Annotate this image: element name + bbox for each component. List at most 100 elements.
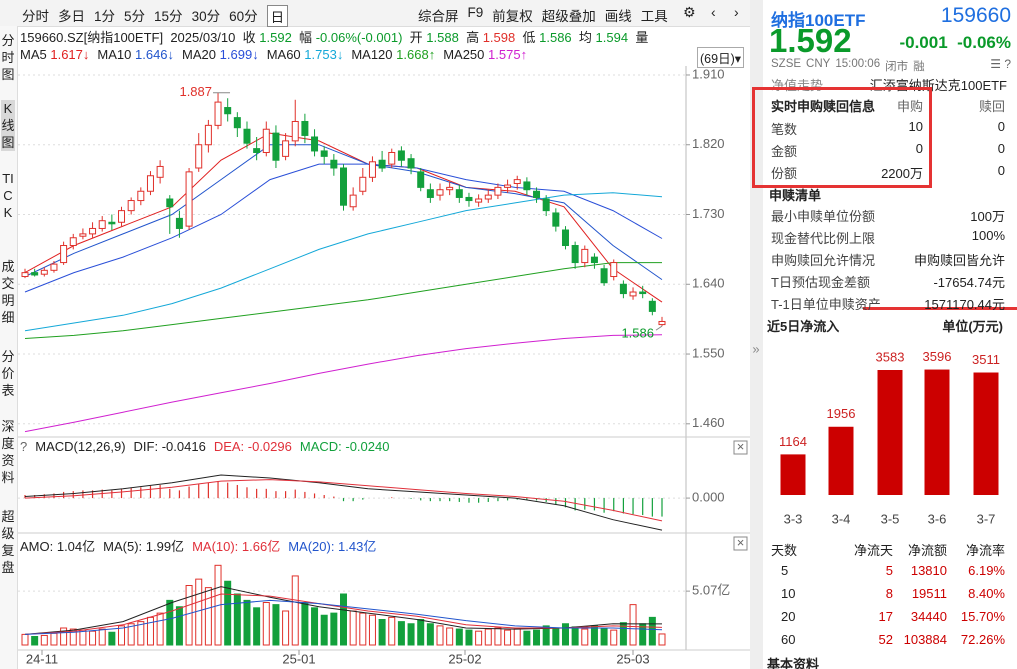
period-button[interactable]: 5分 <box>124 9 146 24</box>
row-label: 申购赎回允许情况 <box>771 253 876 268</box>
value: 1.598 <box>482 30 516 45</box>
side-tab[interactable]: TICK <box>2 171 14 220</box>
y-tick-label: 1.550 <box>692 345 725 360</box>
volume-bar <box>610 629 618 646</box>
volume-bar <box>388 616 396 646</box>
period: (69日) <box>700 52 735 66</box>
period-selector[interactable]: (69日)▾ <box>697 47 745 68</box>
candle-body <box>417 171 425 188</box>
volume-bar <box>127 623 135 646</box>
close-button[interactable] <box>733 440 748 455</box>
volume-bar <box>185 585 193 646</box>
status-item: 15:00:06 <box>835 58 881 70</box>
tool-button[interactable]: 前复权 <box>492 9 533 24</box>
row-label: 最小申赎单位份额 <box>771 209 876 224</box>
volume-bar <box>31 636 39 646</box>
ma-item: MA20 1.699↓ <box>182 47 259 62</box>
volume-bar <box>359 612 367 646</box>
volume-label: MA(10): 1.66亿 <box>192 539 281 554</box>
period-button[interactable]: 1分 <box>94 9 116 24</box>
inflow-bar <box>828 426 854 495</box>
cell: 1571170.44元 <box>924 297 1005 312</box>
value: 1.592 <box>259 30 292 45</box>
tool-button[interactable]: 工具 <box>640 9 668 24</box>
bar-value-label: 1164 <box>779 434 807 449</box>
cell: 19511 <box>911 586 947 601</box>
ma-legend: MA5 1.617↓ MA10 1.646↓ MA20 1.699↓ MA60 1.7… <box>20 47 527 62</box>
side-tab[interactable]: 超级复盘 <box>1 509 15 575</box>
side-tab[interactable]: 分时图 <box>1 33 15 82</box>
volume-bar <box>504 629 512 646</box>
cell: 72.26% <box>960 632 1005 647</box>
candle-body <box>214 101 222 126</box>
change-pct: -0.06% <box>957 33 1011 52</box>
collapse-icon[interactable]: » <box>752 341 759 356</box>
volume-bar <box>561 623 569 646</box>
macd-line <box>24 474 663 531</box>
prev-icon[interactable]: ‹ <box>711 4 716 20</box>
y-tick-label: 1.820 <box>692 136 725 151</box>
side-tabs: 分时图 K线图 TICK 成交明细分价表深度资料超级复盘 <box>0 26 18 669</box>
cell: 8 <box>885 586 893 601</box>
cell: 0 <box>997 163 1005 178</box>
next-icon[interactable]: › <box>734 4 739 20</box>
macd-header: ? MACD(12,26,9) DIF: -0.0416 DEA: -0.0296 MA… <box>20 439 389 454</box>
ma-value: 1.699 <box>219 47 253 62</box>
candle-body <box>69 237 77 247</box>
ma-item: MA60 1.753↓ <box>267 47 344 62</box>
cell: 0 <box>915 141 923 156</box>
period-button[interactable]: 日 <box>266 5 289 27</box>
candle-body <box>156 165 164 178</box>
fund-name: 纳指100ETF <box>771 11 866 30</box>
volume-bar <box>349 610 357 646</box>
volume-bar <box>89 630 97 646</box>
volume-bar <box>320 614 328 646</box>
y-tick-label: 1.730 <box>692 206 725 221</box>
section-title: 申赎清单 <box>769 188 822 203</box>
period-button[interactable]: 分时 <box>22 9 49 24</box>
tool-button[interactable]: F9 <box>467 5 484 20</box>
ma-value: 1.753 <box>304 47 337 62</box>
candle-body <box>629 291 637 297</box>
volume-bar <box>571 626 579 646</box>
inflow-bar <box>780 454 806 495</box>
settings-icon[interactable]: ⚙ <box>683 4 696 20</box>
bar-value-label: 1956 <box>827 406 856 421</box>
close-icon[interactable]: × <box>737 439 745 454</box>
side-tab[interactable]: 深度资料 <box>1 419 15 485</box>
x-tick-label: 25-03 <box>616 651 649 666</box>
close-icon[interactable]: × <box>737 535 745 550</box>
volume-bar <box>69 628 77 646</box>
volume-bar <box>156 612 164 646</box>
status-icons[interactable]: ☰ ? <box>990 57 1011 71</box>
volume-bar <box>291 575 299 646</box>
tool-button[interactable]: 画线 <box>604 9 632 24</box>
ma-line <box>24 192 663 332</box>
ma-name: MA5 <box>20 47 47 62</box>
volume-bar <box>600 627 608 646</box>
period-button[interactable]: 60分 <box>229 9 258 24</box>
tool-button[interactable]: 综合屏 <box>418 9 459 24</box>
volume-bar <box>494 627 502 646</box>
candle-body <box>108 221 116 225</box>
candle-body <box>175 217 183 229</box>
candle-body <box>388 151 396 165</box>
side-tab[interactable]: 成交明细 <box>1 259 15 325</box>
side-tab[interactable]: 分价表 <box>1 349 15 398</box>
candle-body <box>137 190 145 202</box>
volume-bar <box>204 587 212 646</box>
volume-bar <box>262 602 270 646</box>
close-button[interactable] <box>733 536 748 551</box>
candle-body <box>89 227 97 235</box>
period-button[interactable]: 15分 <box>154 9 183 24</box>
volume-bar <box>79 629 87 646</box>
volume-ma-line <box>24 599 663 635</box>
fund-code: 159660 <box>940 4 1011 27</box>
side-tab[interactable]: K线图 <box>1 100 15 151</box>
period-button[interactable]: 多日 <box>58 9 85 24</box>
volume-bar <box>311 607 319 646</box>
volume-header: AMO: 1.04亿 MA(5): 1.99亿 MA(10): 1.66亿 MA(20… <box>20 536 376 555</box>
tool-button[interactable]: 超级叠加 <box>541 9 596 24</box>
period-button[interactable]: 30分 <box>191 9 221 24</box>
